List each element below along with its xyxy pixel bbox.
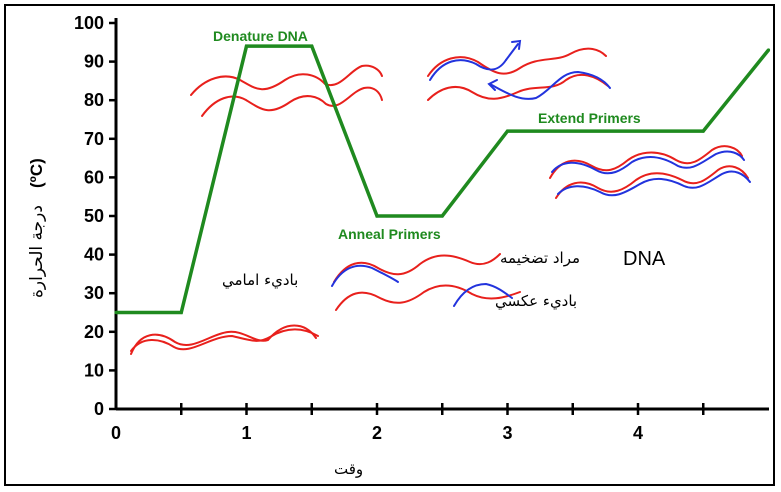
cycle-point xyxy=(375,214,379,218)
x-tick-group: 0 1 2 3 4 xyxy=(111,403,705,443)
annotation-forward-primer: باديء امامي xyxy=(222,271,298,290)
dna-extended-strands-right xyxy=(549,145,751,199)
cycle-point xyxy=(766,48,771,52)
y-tick-label: 0 xyxy=(94,399,104,419)
dna-denatured-strands xyxy=(190,64,383,117)
x-tick-label: 1 xyxy=(241,423,251,443)
annotation-reverse-primer: باديء عكسي xyxy=(495,292,577,311)
y-tick-group: 0 10 20 30 40 50 60 70 80 90 100 xyxy=(74,13,116,419)
x-tick-label: 3 xyxy=(502,423,512,443)
y-tick-label: 80 xyxy=(84,90,104,110)
cycle-point xyxy=(310,44,314,48)
stage-label-extend: Extend Primers xyxy=(538,110,641,126)
dna-annealing-strands xyxy=(331,253,521,311)
y-tick-label: 50 xyxy=(84,206,104,226)
y-tick-label: 10 xyxy=(84,360,104,380)
y-tick-label: 100 xyxy=(74,13,104,33)
annotation-dna-label: DNA xyxy=(623,248,666,270)
dna-double-strand-initial xyxy=(130,324,319,355)
cycle-point xyxy=(114,310,118,315)
cycle-point xyxy=(505,129,510,133)
dna-extension-strands-top xyxy=(427,39,611,101)
y-tick-label: 20 xyxy=(84,322,104,342)
cycle-point xyxy=(244,44,249,48)
x-axis-title: وقت xyxy=(334,460,363,478)
cycle-point xyxy=(701,129,705,133)
stage-label-denature: Denature DNA xyxy=(213,28,308,44)
cycle-point xyxy=(440,214,444,218)
cycle-point xyxy=(179,310,183,315)
stage-label-anneal: Anneal Primers xyxy=(338,226,441,242)
x-tick-label: 2 xyxy=(372,423,382,443)
temperature-cycle-line xyxy=(116,44,770,315)
y-axis-unit: (ºC) xyxy=(27,158,46,188)
y-tick-label: 40 xyxy=(84,245,104,265)
y-tick-label: 60 xyxy=(84,167,104,187)
dna-strand-illustrations xyxy=(130,39,751,355)
y-tick-label: 30 xyxy=(84,283,104,303)
y-axis-title-group: درجة الحرارة (ºC) xyxy=(27,158,47,298)
x-tick-label: 4 xyxy=(633,423,643,443)
annotation-dna-target: مراد تضخيمه xyxy=(500,249,580,267)
y-tick-label: 90 xyxy=(84,52,104,72)
x-tick-label: 0 xyxy=(111,423,121,443)
y-tick-label: 70 xyxy=(84,129,104,149)
figure-frame xyxy=(4,4,775,486)
y-axis-title: درجة الحرارة xyxy=(27,205,47,298)
